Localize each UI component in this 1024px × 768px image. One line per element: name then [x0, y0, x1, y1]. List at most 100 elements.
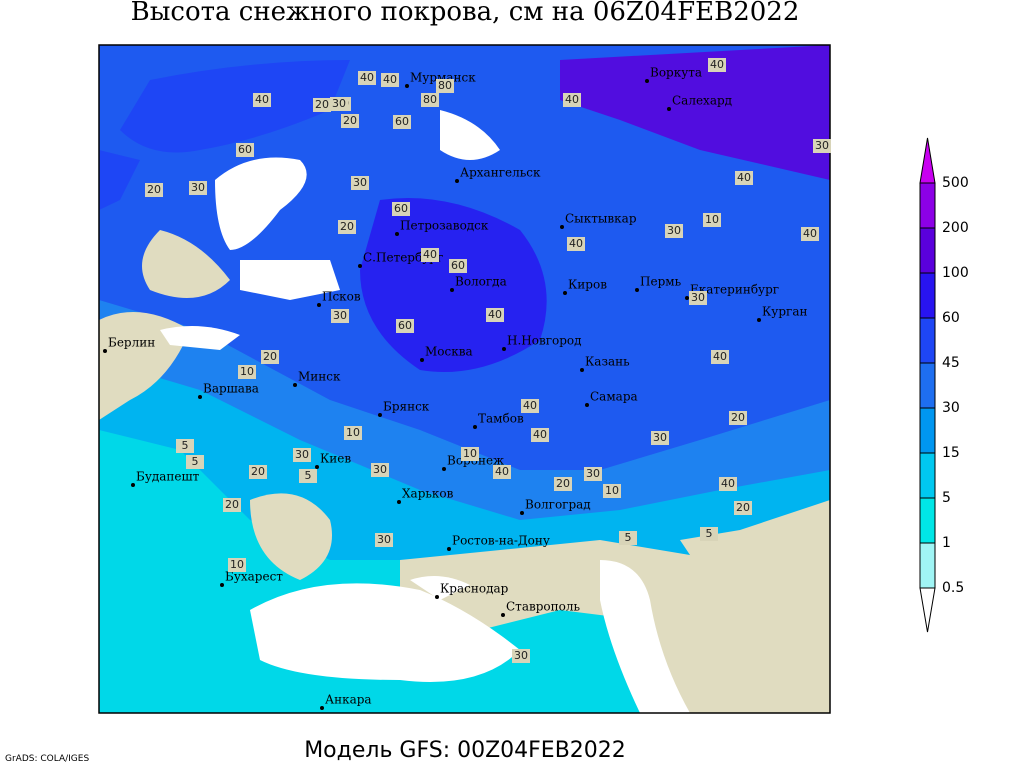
city-label: Салехард: [672, 94, 732, 108]
colorbar-segment: [919, 272, 936, 319]
contour-label-box: [708, 58, 726, 72]
city-label: Минск: [298, 370, 341, 384]
city-dot: [635, 288, 639, 292]
contour-label: 60: [238, 143, 252, 156]
city-label: Петрозаводск: [400, 219, 489, 233]
colorbar-label: 15: [942, 445, 960, 461]
city-dot: [317, 303, 321, 307]
contour-label: 80: [438, 79, 452, 92]
contour-label-box: [344, 426, 362, 440]
contour-label: 10: [463, 447, 477, 460]
contour-label: 40: [383, 73, 397, 86]
city-label: Самара: [590, 390, 638, 404]
credit: GrADS: COLA/IGES: [5, 754, 89, 764]
contour-label-box: [603, 484, 621, 498]
contour-label-box: [313, 98, 331, 112]
city-dot: [103, 349, 107, 353]
city-dot: [358, 264, 362, 268]
city-label: Москва: [425, 345, 473, 359]
contour-label: 30: [377, 533, 391, 546]
contour-label-box: [145, 183, 163, 197]
city-dot: [395, 232, 399, 236]
contour-label-box: [486, 308, 504, 322]
city-dot: [435, 595, 439, 599]
city-label: Ставрополь: [506, 600, 580, 614]
city-label: Бухарест: [225, 570, 283, 584]
contour-label: 20: [263, 350, 277, 363]
contour-label-box: [619, 531, 637, 545]
contour-label-box: [249, 465, 267, 479]
contour-label-box: [461, 447, 479, 461]
contour-label: 30: [333, 309, 347, 322]
contour-label: 40: [523, 399, 537, 412]
city-label: Архангельск: [460, 166, 541, 180]
contour-label: 20: [147, 183, 161, 196]
colorbar-label: 200: [942, 220, 969, 236]
contour-label-box: [651, 431, 669, 445]
city-dot: [563, 291, 567, 295]
contour-label: 40: [533, 428, 547, 441]
contour-label: 5: [305, 469, 312, 482]
city-dot: [397, 500, 401, 504]
city-label: Будапешт: [136, 470, 200, 484]
contour-label-box: [554, 477, 572, 491]
city-dot: [293, 383, 297, 387]
city-dot: [447, 547, 451, 551]
contour-label: 30: [353, 176, 367, 189]
contour-label: 40: [423, 248, 437, 261]
contour-label: 40: [488, 308, 502, 321]
contour-label-box: [436, 79, 454, 93]
contour-label: 10: [240, 365, 254, 378]
title: Высота снежного покрова, см на 06Z04FEB2…: [131, 0, 800, 27]
contour-label: 5: [192, 455, 199, 468]
contour-label: 30: [373, 463, 387, 476]
contour-label-box: [381, 73, 399, 87]
contour-label: 60: [451, 259, 465, 272]
contour-label-box: [703, 213, 721, 227]
colorbar-high-triangle: [919, 137, 936, 184]
contour-label-box: [421, 93, 439, 107]
city-dot: [220, 583, 224, 587]
contour-label-box: [665, 224, 683, 238]
contour-label-box: [449, 259, 467, 273]
contour-label-box: [375, 533, 393, 547]
contour-label: 30: [514, 649, 528, 662]
city-label: Екатеринбург: [690, 283, 779, 297]
colorbar-label: 100: [942, 265, 969, 281]
city-label: Киров: [568, 278, 607, 292]
contour-label: 40: [737, 171, 751, 184]
city-dot: [378, 413, 382, 417]
contour-label: 30: [691, 291, 705, 304]
city-dot: [560, 225, 564, 229]
contour-label-box: [351, 176, 369, 190]
city-dot: [405, 84, 409, 88]
contour-label: 30: [332, 97, 346, 110]
contour-label: 80: [423, 93, 437, 106]
city-dot: [420, 358, 424, 362]
contour-label-layer: 4040608080603020302060404040203060406020…: [145, 58, 831, 663]
city-label: Краснодар: [440, 582, 509, 596]
contour-label: 30: [815, 139, 829, 152]
city-label: Анкара: [325, 693, 372, 707]
contour-label: 40: [713, 350, 727, 363]
city-label: Псков: [322, 290, 361, 304]
colorbar-segment: [919, 407, 936, 454]
colorbar-segment: [919, 227, 936, 274]
city-dot: [455, 179, 459, 183]
contour-label-box: [512, 649, 530, 663]
contour-label-box: [236, 143, 254, 157]
contour-label: 5: [182, 439, 189, 452]
city-label: Мурманск: [410, 71, 476, 85]
contour-label: 20: [343, 114, 357, 127]
contour-label: 10: [346, 426, 360, 439]
map-field: [99, 45, 830, 713]
contour-label: 40: [495, 465, 509, 478]
city-dot: [645, 79, 649, 83]
contour-label-box: [421, 248, 439, 262]
contour-label: 20: [340, 220, 354, 233]
city-dot: [198, 395, 202, 399]
contour-label: 10: [605, 484, 619, 497]
contour-label-box: [253, 93, 271, 107]
